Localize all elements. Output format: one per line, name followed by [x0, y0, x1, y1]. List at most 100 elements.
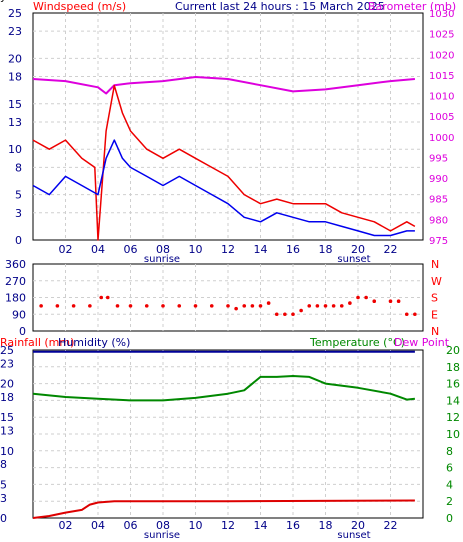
x-tick-label: 12	[221, 243, 235, 256]
wind-direction-point	[396, 299, 401, 304]
wind-direction-point	[307, 304, 312, 308]
hour-ticks-top: 02 04 06 08 10 12 14 16 18 20 22	[59, 243, 398, 256]
y-tick-label: y	[0, 0, 7, 3]
temperature-y-ticks: 0 2 4 6 8 10 12 14 16 18 20	[446, 344, 460, 525]
wind-direction-point	[291, 312, 295, 317]
barometer-tick-label: 995	[429, 153, 448, 164]
direction-degree-label: 180	[5, 292, 26, 305]
y-tick-label: h	[0, 0, 7, 3]
x-tick-label: 18	[319, 519, 333, 532]
wind-series	[32, 76, 416, 241]
temperature-title: Temperature (°C)	[309, 336, 405, 349]
wind-direction-point	[348, 301, 352, 305]
y-tick-label: m	[0, 0, 11, 3]
x-tick-label: 06	[124, 519, 138, 532]
wind-direction-point	[193, 304, 198, 308]
x-tick-label: 06	[124, 243, 138, 256]
x-tick-label: 04	[91, 519, 105, 532]
wind-direction-point	[266, 301, 271, 305]
windspeed-tick-label: 8	[15, 161, 22, 174]
direction-degree-label: 0	[19, 325, 26, 338]
x-tick-label: 02	[59, 243, 73, 256]
direction-degree-ticks: 360 270 180 90 0	[5, 258, 26, 338]
direction-degree-label: 270	[5, 275, 26, 288]
rainfall-tick-label: 10	[0, 445, 14, 458]
y-tick-label: t	[0, 0, 5, 3]
sunrise-label-top: sunrise	[144, 254, 180, 265]
wind-direction-point	[115, 304, 120, 308]
rainfall-tick-label: 8	[0, 458, 7, 471]
x-tick-label: 08	[156, 243, 170, 256]
windspeed-tick-label: 13	[8, 116, 22, 129]
wind-direction-point	[299, 308, 303, 313]
rainfall-tick-label: 15	[0, 411, 14, 424]
wind-direction-point	[209, 304, 214, 308]
windspeed-tick-label: 20	[8, 52, 22, 65]
temperature-tick-label: 18	[446, 361, 460, 374]
wind-direction-point	[388, 299, 393, 304]
wind-gust-line	[32, 84, 416, 241]
wind-direction-point	[315, 304, 320, 308]
wind-direction-point	[413, 312, 417, 317]
compass-label: N	[431, 325, 439, 338]
humidity-title: Humidity (%)	[58, 336, 130, 349]
sunrise-label-bottom: sunrise	[144, 530, 180, 541]
y-tick-label: i	[0, 0, 3, 3]
wind-direction-point	[105, 295, 110, 300]
x-tick-label: 10	[189, 243, 203, 256]
temperature-line	[32, 375, 416, 402]
windspeed-tick-label: 25	[8, 7, 22, 20]
temperature-tick-label: 6	[446, 462, 453, 475]
wind-direction-point	[250, 304, 255, 308]
x-tick-label: 16	[286, 243, 300, 256]
rainfall-tick-label: 25	[0, 344, 14, 357]
windspeed-tick-label: 15	[8, 98, 22, 111]
compass-label: S	[431, 292, 438, 305]
rainfall-tick-label: 20	[0, 378, 14, 391]
wind-direction-point	[144, 304, 149, 308]
barometer-tick-label: 985	[429, 195, 448, 206]
rainfall-tick-label: 18	[0, 391, 14, 404]
wind-direction-point	[99, 295, 104, 300]
wind-direction-point	[364, 295, 368, 300]
x-tick-label: 20	[351, 519, 365, 532]
barometer-tick-label: 1015	[429, 71, 454, 82]
x-tick-label: 20	[351, 243, 365, 256]
windspeed-tick-label: 10	[8, 143, 22, 156]
wind-direction-points	[39, 295, 417, 317]
temperature-tick-label: 12	[446, 411, 460, 424]
y-tick-label: -	[0, 0, 4, 3]
barometer-tick-label: 975	[429, 236, 448, 247]
dewpoint-title: Dew Point	[394, 336, 450, 349]
windspeed-tick-label: 5	[15, 189, 22, 202]
windspeed-tick-label: 3	[15, 207, 22, 220]
rainfall-line	[32, 499, 415, 519]
barometer-line	[32, 76, 415, 95]
rainfall-tick-label: 3	[0, 492, 7, 505]
temperature-tick-label: 8	[446, 445, 453, 458]
windspeed-tick-label: 18	[8, 71, 22, 84]
temperature-tick-label: 4	[446, 478, 453, 491]
windspeed-tick-label: 23	[8, 25, 22, 38]
wind-direction-point	[55, 304, 60, 308]
x-tick-label: 08	[156, 519, 170, 532]
y-tick-label: t	[0, 0, 5, 3]
wind-direction-point	[258, 304, 263, 308]
wind-direction-point	[372, 299, 377, 304]
barometer-tick-label: 980	[429, 215, 448, 226]
wind-direction-point	[242, 304, 247, 308]
rainfall-tick-label: 13	[0, 425, 14, 438]
wind-direction-point	[339, 304, 344, 308]
x-tick-label: 22	[384, 243, 398, 256]
wind-direction-point	[356, 295, 360, 300]
x-tick-label: 10	[189, 519, 203, 532]
y-tick-label: i	[0, 0, 3, 3]
wind-direction-point	[161, 304, 165, 308]
compass-label: N	[431, 258, 439, 271]
x-tick-label: 04	[91, 243, 105, 256]
wind-direction-point	[88, 304, 92, 308]
wind-direction-point	[177, 304, 182, 308]
